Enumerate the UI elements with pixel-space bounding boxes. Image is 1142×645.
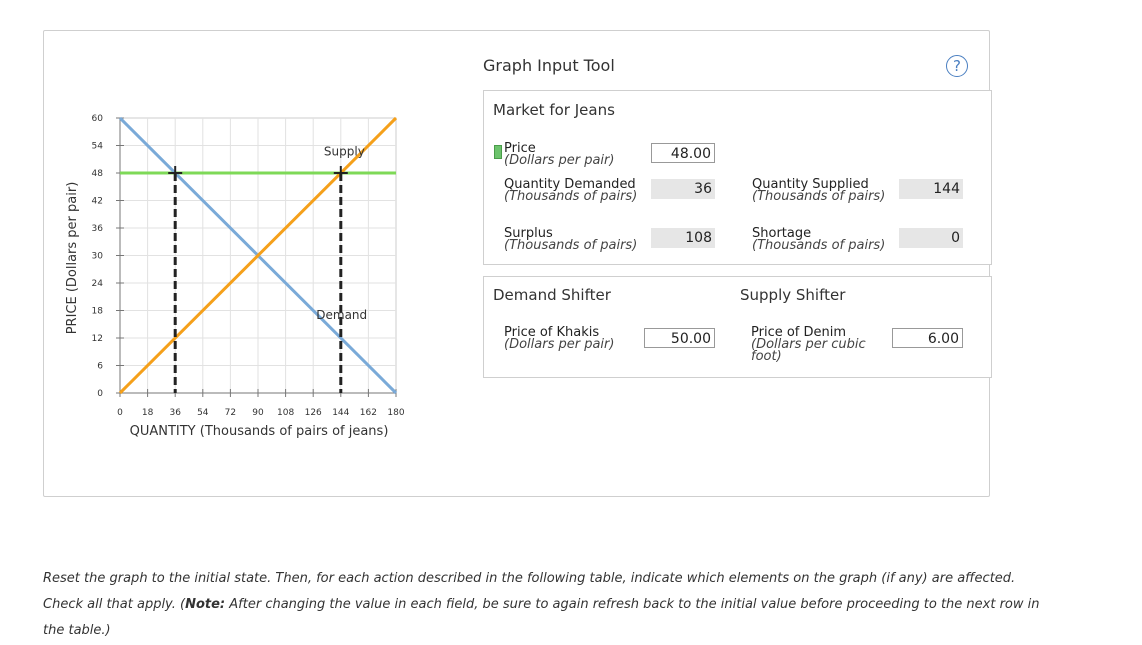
surplus-label: Surplus (Thousands of pairs) [504, 226, 638, 253]
x-tick-label: 108 [277, 408, 294, 418]
x-tick-label: 18 [142, 408, 154, 418]
y-tick-label: 30 [92, 252, 104, 262]
market-box [483, 90, 992, 265]
demand-shifter-title: Demand Shifter [493, 286, 611, 304]
supply-curve-label: Supply [324, 145, 365, 159]
y-tick-label: 12 [92, 334, 103, 344]
x-tick-label: 0 [117, 408, 123, 418]
x-tick-label: 126 [305, 408, 322, 418]
y-axis-label: PRICE (Dollars per pair) [65, 182, 80, 335]
denim-input[interactable]: 6.00 [892, 328, 963, 348]
x-tick-label: 144 [332, 408, 349, 418]
tool-title: Graph Input Tool [483, 56, 615, 75]
note-label: Note: [185, 597, 226, 612]
y-tick-label: 54 [92, 142, 104, 152]
price-label: Price (Dollars per pair) [504, 141, 615, 168]
price-input[interactable]: 48.00 [651, 143, 715, 163]
y-tick-label: 42 [92, 197, 103, 207]
x-tick-label: 54 [197, 408, 209, 418]
shifter-box [483, 276, 992, 378]
x-axis-label: QUANTITY (Thousands of pairs of jeans) [130, 424, 389, 439]
khakis-label: Price of Khakis (Dollars per pair) [504, 325, 615, 352]
supply-curve [118, 116, 398, 395]
instructions-line-1: Reset the graph to the initial state. Th… [43, 571, 1016, 586]
shortage-label: Shortage (Thousands of pairs) [752, 226, 886, 253]
quantity-supplied-value: 144 [899, 179, 963, 199]
instructions-line-2-post: After changing the value in each field, … [43, 597, 1040, 638]
y-tick-label: 0 [97, 389, 103, 399]
x-tick-label: 180 [387, 408, 404, 418]
demand-curve-label: Demand [316, 308, 367, 322]
quantity-demanded-value: 36 [651, 179, 715, 199]
help-icon[interactable]: ? [946, 55, 968, 77]
shortage-value: 0 [899, 228, 963, 248]
x-tick-label: 90 [252, 408, 264, 418]
supply-shifter-title: Supply Shifter [740, 286, 846, 304]
x-tick-label: 72 [225, 408, 236, 418]
denim-label: Price of Denim (Dollars per cubic foot) [751, 325, 866, 364]
quantity-demanded-label: Quantity Demanded (Thousands of pairs) [504, 177, 638, 204]
y-tick-label: 24 [92, 279, 104, 289]
price-line-swatch [494, 145, 502, 159]
khakis-input[interactable]: 50.00 [644, 328, 715, 348]
instructions: Reset the graph to the initial state. Th… [43, 566, 1063, 644]
instructions-line-2-pre: Check all that apply. ( [43, 597, 186, 612]
market-title: Market for Jeans [493, 101, 615, 119]
surplus-value: 108 [651, 228, 715, 248]
y-tick-label: 48 [92, 169, 104, 179]
quantity-supplied-label: Quantity Supplied (Thousands of pairs) [752, 177, 886, 204]
y-tick-label: 60 [92, 114, 104, 124]
x-tick-label: 36 [169, 408, 181, 418]
y-tick-label: 6 [97, 362, 103, 372]
y-tick-label: 36 [92, 224, 104, 234]
x-tick-label: 162 [360, 408, 377, 418]
y-tick-label: 18 [92, 307, 104, 317]
